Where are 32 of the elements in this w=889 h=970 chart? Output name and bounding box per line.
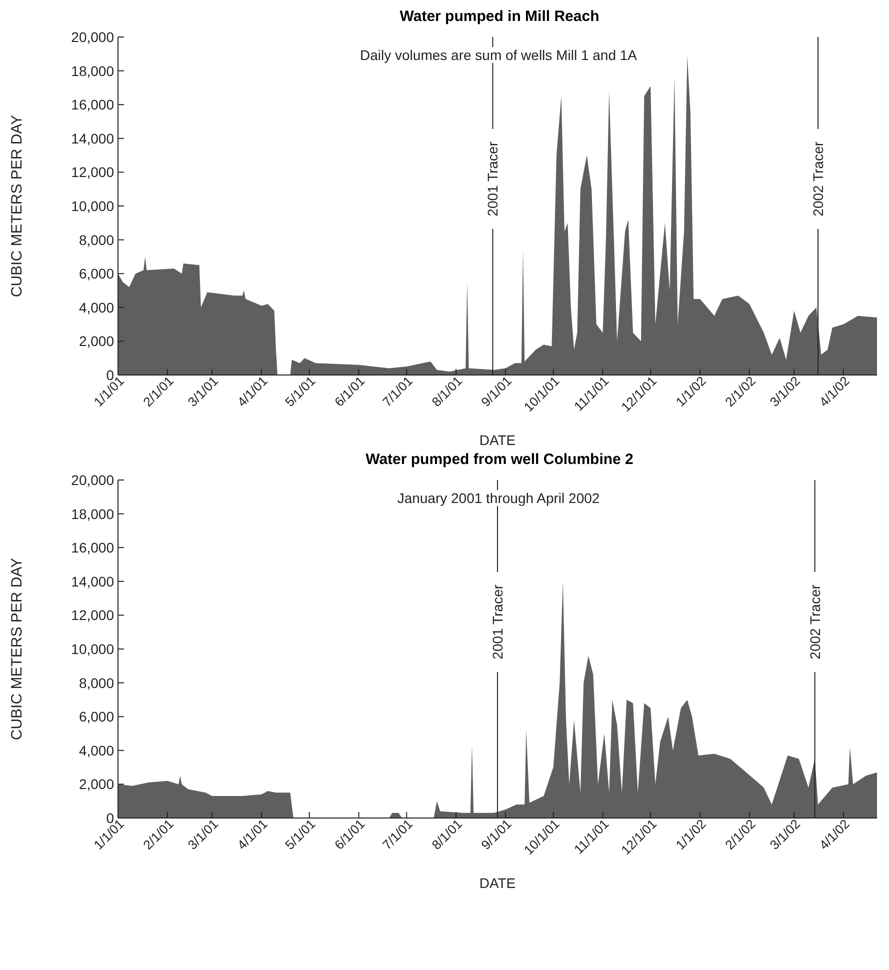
y-axis-title: CUBIC METERS PER DAY <box>8 558 26 740</box>
text: January 2001 through April 2002 <box>393 490 604 506</box>
y-tick-label: 10,000 <box>71 640 114 657</box>
y-tick-label: 4,000 <box>78 742 114 758</box>
chart-title: Water pumped from well Columbine 2 <box>364 451 634 468</box>
y-tick-label: 6,000 <box>78 708 114 725</box>
x-axis-title: DATE <box>479 432 516 448</box>
y-tick-label: 4,000 <box>78 299 114 316</box>
x-axis-title: DATE <box>479 875 516 891</box>
y-tick-label: 16,000 <box>71 540 114 556</box>
y-tick-label: 2,000 <box>78 776 114 792</box>
y-tick-label: 20,000 <box>71 472 114 488</box>
y-tick-label: 2,000 <box>78 333 114 350</box>
y-tick-label: 16,000 <box>71 96 114 113</box>
y-tick-label: 14,000 <box>71 130 114 146</box>
ref-line-label: 2001 Tracer <box>490 584 506 660</box>
y-axis-title: CUBIC METERS PER DAY <box>8 114 26 298</box>
ref-line-label: 2002 Tracer <box>806 584 823 660</box>
y-tick-label: 6,000 <box>78 266 114 282</box>
y-tick-label: 18,000 <box>71 62 114 79</box>
y-tick-label: 12,000 <box>71 164 114 180</box>
chart-title: Water pumped in Mill Reach <box>398 8 600 25</box>
y-tick-label: 10,000 <box>71 198 114 214</box>
y-tick-label: 12,000 <box>71 607 114 624</box>
y-tick-label: 8,000 <box>78 674 114 691</box>
y-tick-label: 8,000 <box>78 232 114 248</box>
y-tick-label: 18,000 <box>71 506 114 522</box>
y-tick-label: 20,000 <box>71 28 114 45</box>
y-tick-label: 14,000 <box>71 573 114 590</box>
ref-line-label: 2001 Tracer <box>484 141 501 216</box>
text: Daily volumes are sum of wells Mill 1 and 1A <box>356 47 641 63</box>
ref-line-label: 2002 Tracer <box>810 141 826 216</box>
